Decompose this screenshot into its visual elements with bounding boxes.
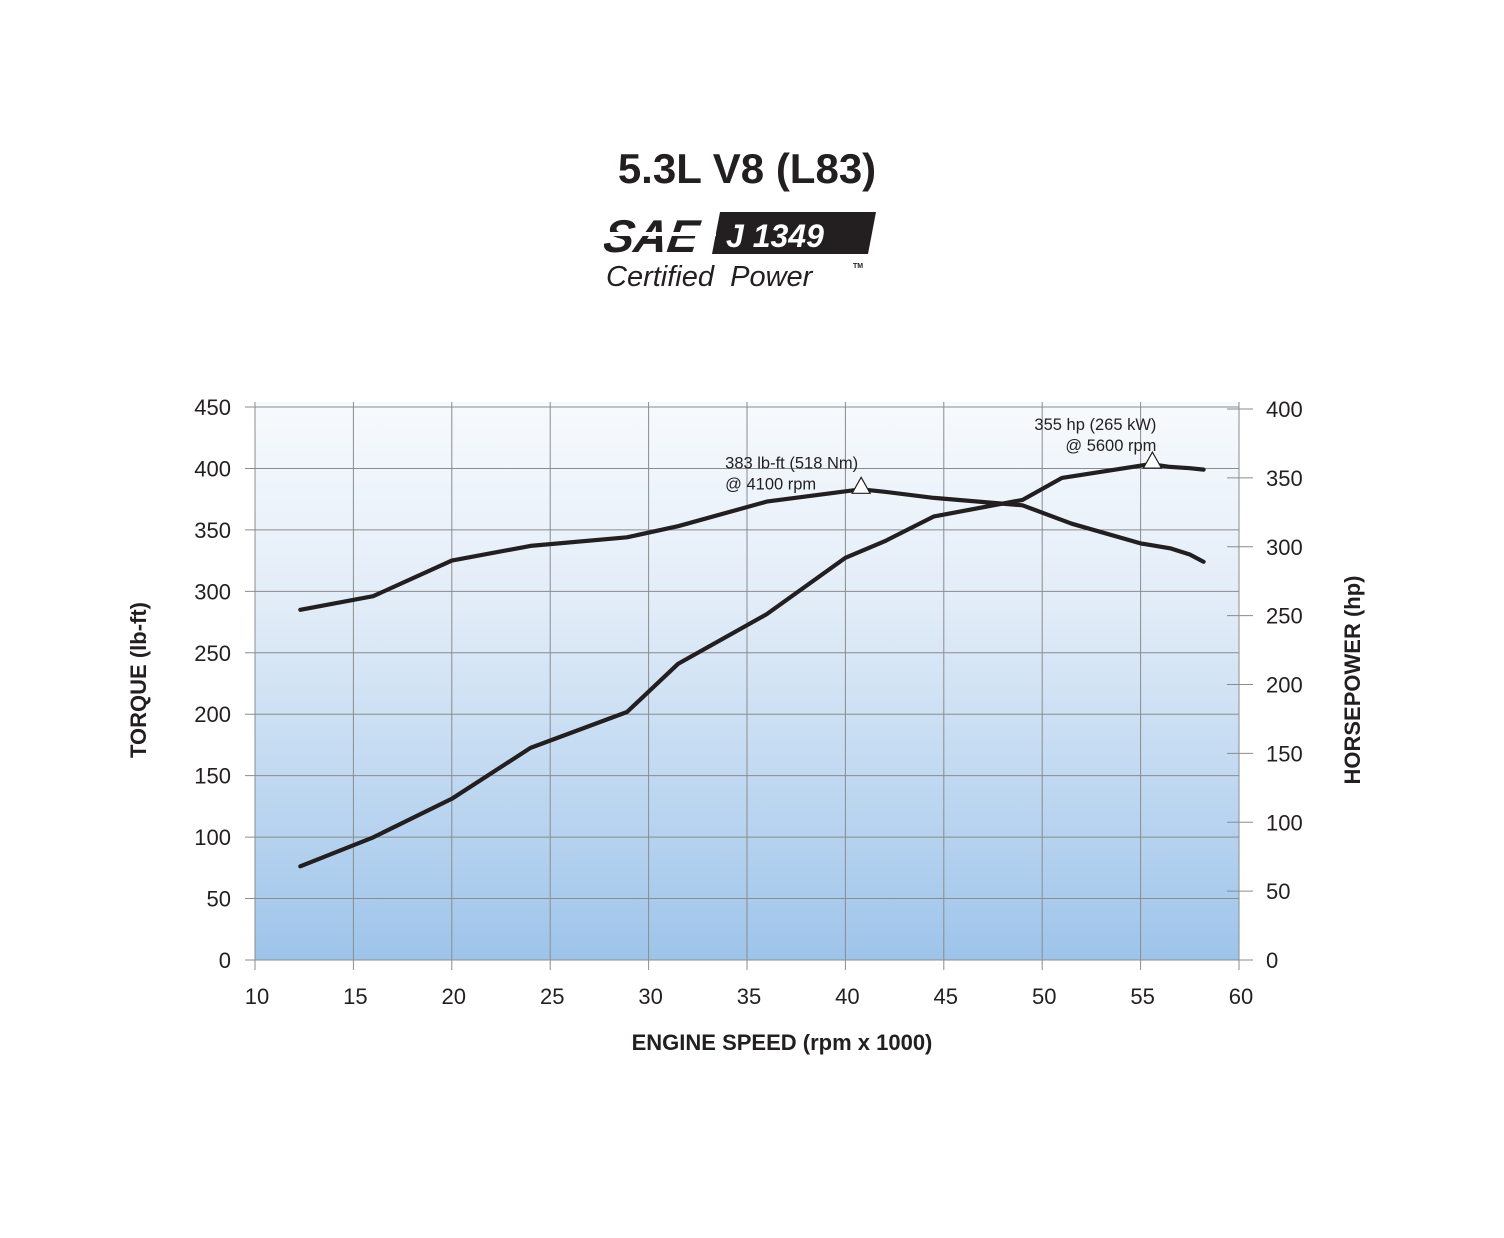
x-tick-label: 25 [540, 984, 564, 1009]
axis-ticks: 10 15 20 25 30 35 40 45 50 55 60 0 50 100 150 200 250 300… [194, 395, 1302, 1009]
right-axis-title: HORSEPOWER (hp) [1340, 576, 1365, 785]
x-tick-label: 55 [1130, 984, 1154, 1009]
left-axis-title: TORQUE (lb-ft) [126, 602, 151, 758]
y-left-tick-label: 300 [194, 579, 231, 604]
x-tick-label: 45 [934, 984, 958, 1009]
y-right-tick-label: 100 [1266, 810, 1303, 835]
badge-tm-text: TM [853, 263, 863, 270]
x-tick-label: 15 [343, 984, 367, 1009]
y-right-tick-label: 0 [1266, 948, 1278, 973]
x-tick-label: 35 [737, 984, 761, 1009]
y-left-tick-label: 50 [207, 887, 231, 912]
chart-title: 5.3L V8 (L83) [617, 145, 877, 192]
y-right-tick-label: 50 [1266, 879, 1290, 904]
y-left-tick-label: 400 [194, 456, 231, 481]
badge-sae-text: SAE [604, 210, 703, 262]
peak-torque-label: 383 lb-ft (518 Nm) [725, 454, 858, 472]
peak-annotations: 383 lb-ft (518 Nm) @ 4100 rpm 355 hp (265 … [725, 416, 1163, 494]
badge-black-band [712, 212, 876, 254]
y-left-tick-label: 150 [194, 764, 231, 789]
torque-curve-line [298, 487, 1206, 612]
x-tick-label: 50 [1032, 984, 1056, 1009]
y-left-tick-label: 200 [194, 702, 231, 727]
y-right-tick-label: 150 [1266, 741, 1303, 766]
x-tick-label: 40 [835, 984, 859, 1009]
y-left-tick-label: 450 [194, 395, 231, 420]
y-right-tick-label: 350 [1266, 466, 1303, 491]
y-right-tick-label: 250 [1266, 604, 1303, 629]
sae-j1349-certified-power-logo: SAE J 1349 Certified Power TM [604, 210, 876, 293]
peak-marker-triangle [1142, 450, 1163, 469]
y-left-tick-label: 250 [194, 641, 231, 666]
y-right-tick-label: 200 [1266, 673, 1303, 698]
badge-standard-text: J 1349 [726, 218, 824, 254]
y-right-tick-label: 400 [1266, 397, 1303, 422]
x-tick-label: 20 [442, 984, 466, 1009]
x-tick-label: 30 [638, 984, 662, 1009]
peak-marker-triangle [851, 476, 872, 494]
badge-sae-stripe [604, 232, 716, 236]
y-left-tick-label: 100 [194, 825, 231, 850]
badge-caption-text: Certified Power [606, 261, 814, 293]
peak-horsepower-rpm-label: @ 5600 rpm [1065, 437, 1156, 455]
x-tick-label: 60 [1229, 984, 1253, 1009]
y-left-tick-label: 350 [194, 518, 231, 543]
peak-horsepower-label: 355 hp (265 kW) [1034, 416, 1156, 434]
x-axis-title: ENGINE SPEED (rpm x 1000) [632, 1030, 933, 1055]
x-tick-label: 10 [245, 984, 269, 1009]
peak-torque-rpm-label: @ 4100 rpm [725, 475, 816, 493]
y-right-tick-label: 300 [1266, 535, 1303, 560]
y-left-tick-label: 0 [219, 948, 231, 973]
